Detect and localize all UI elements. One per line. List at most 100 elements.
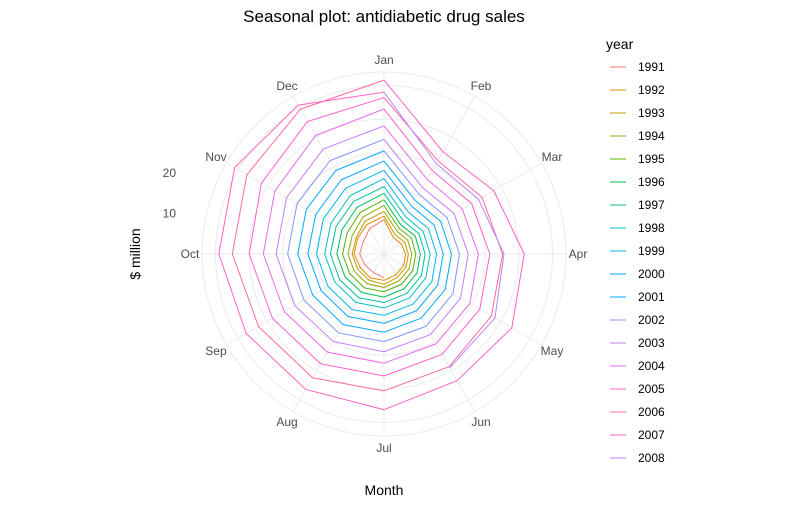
series-segment-1998 — [383, 186, 406, 217]
series-segment-2000 — [433, 224, 444, 255]
series-segment-2001 — [312, 294, 344, 325]
legend-label-1998: 1998 — [638, 221, 665, 235]
series-segment-2006 — [448, 315, 492, 367]
series-segment-2004 — [383, 343, 437, 364]
series-segment-1993 — [394, 234, 405, 243]
series-segment-1995 — [349, 273, 365, 289]
series-segment-2001 — [414, 199, 441, 222]
series-segment-2007 — [234, 104, 299, 169]
series-segment-1992 — [393, 237, 402, 245]
series-segment-1996 — [416, 253, 421, 274]
series-segment-1993 — [364, 211, 385, 222]
series-segment-1997 — [335, 201, 355, 227]
series-segment-2005 — [307, 97, 385, 122]
series-segment-2008 — [435, 163, 479, 200]
series-segment-2007 — [297, 91, 385, 106]
month-tick-label: Feb — [471, 79, 492, 93]
series-segment-1998 — [355, 301, 385, 309]
series-segment-1998 — [350, 178, 385, 197]
series-segment-2003 — [286, 148, 324, 199]
month-tick-label: Oct — [181, 247, 200, 261]
series-segment-2006 — [231, 253, 259, 327]
series-segment-2001 — [343, 324, 385, 333]
series-segment-2004 — [327, 351, 385, 364]
series-segment-2003 — [275, 197, 288, 255]
series-segment-1996 — [341, 207, 358, 231]
series-segment-2005 — [471, 203, 491, 255]
series-segment-2006 — [246, 108, 301, 176]
series-segment-2005 — [261, 121, 308, 184]
legend-title: year — [606, 36, 634, 52]
legend-label-2008: 2008 — [638, 451, 665, 465]
series-segment-2007 — [218, 167, 236, 255]
series-segment-2000 — [416, 284, 439, 311]
series-segment-2004 — [426, 178, 463, 210]
series-segment-2005 — [383, 353, 443, 377]
series-segment-2005 — [383, 108, 433, 171]
series-segment-1992 — [370, 277, 385, 281]
series-segment-2001 — [440, 221, 452, 255]
series-segment-2004 — [469, 253, 479, 304]
series-segment-1995 — [383, 205, 400, 229]
legend-label-1997: 1997 — [638, 198, 665, 212]
legend-label-1991: 1991 — [638, 60, 665, 74]
legend-label-2001: 2001 — [638, 290, 665, 304]
series-segment-2003 — [459, 253, 469, 299]
month-tick-label: Mar — [542, 150, 563, 164]
series-segment-1991 — [359, 241, 364, 255]
series-segment-1999 — [383, 303, 414, 316]
series-segment-1991 — [359, 253, 366, 266]
legend-label-2003: 2003 — [638, 336, 665, 350]
legend: year 1991 1992 1993 1994 1995 1996 1997 1998 199… — [606, 36, 665, 465]
legend-label-2002: 2002 — [638, 313, 665, 327]
series-segment-1993 — [351, 237, 357, 255]
series-segment-1993 — [383, 215, 396, 235]
month-tick-label: May — [541, 344, 564, 358]
series-segment-1992 — [360, 267, 371, 279]
series-segment-1999 — [316, 218, 324, 255]
series-segment-2005 — [320, 363, 385, 377]
series-segment-2008 — [494, 253, 505, 319]
series-segment-2000 — [383, 170, 413, 207]
series-segment-1992 — [403, 253, 407, 266]
series-segment-2006 — [231, 174, 248, 255]
series-segment-2001 — [335, 150, 385, 171]
series-segment-2007 — [493, 190, 525, 255]
series-segment-1994 — [408, 253, 413, 269]
series-segment-2006 — [312, 377, 385, 392]
legend-label-1993: 1993 — [638, 106, 665, 120]
grid-spoke — [292, 96, 385, 255]
series-segment-2000 — [340, 160, 385, 181]
series-segment-2005 — [248, 183, 262, 255]
series-segment-1998 — [324, 253, 336, 283]
series-segment-1998 — [383, 297, 410, 309]
series-segment-2008 — [478, 199, 505, 255]
month-tick-label: Jan — [374, 53, 393, 67]
series-segment-1992 — [383, 219, 394, 238]
series-segment-2003 — [333, 341, 385, 353]
x-axis-title: Month — [365, 482, 404, 498]
series-segment-2007 — [305, 388, 385, 411]
series-segment-1992 — [383, 274, 397, 281]
series-segment-2001 — [383, 160, 416, 201]
series-segment-2005 — [479, 253, 491, 310]
series-segment-1999 — [345, 169, 385, 189]
series-segment-1998 — [422, 231, 431, 255]
series-segment-1996 — [400, 224, 416, 237]
legend-label-1995: 1995 — [638, 152, 665, 166]
series-segment-1992 — [353, 238, 359, 255]
series-segment-1994 — [396, 230, 409, 241]
grid-spoke — [383, 162, 542, 255]
radial-tick-label: 10 — [163, 207, 177, 221]
legend-label-1994: 1994 — [638, 129, 665, 143]
series-segment-1998 — [330, 195, 351, 224]
series-segment-2006 — [258, 326, 313, 379]
series-segment-1996 — [414, 235, 421, 255]
series-segment-1992 — [357, 224, 368, 240]
series-segment-2007 — [442, 151, 495, 192]
series-segment-1995 — [342, 232, 348, 255]
series-segment-1997 — [418, 233, 426, 255]
series-segment-2000 — [411, 205, 435, 226]
series-segment-2002 — [287, 203, 298, 255]
series-segment-1995 — [383, 283, 402, 293]
